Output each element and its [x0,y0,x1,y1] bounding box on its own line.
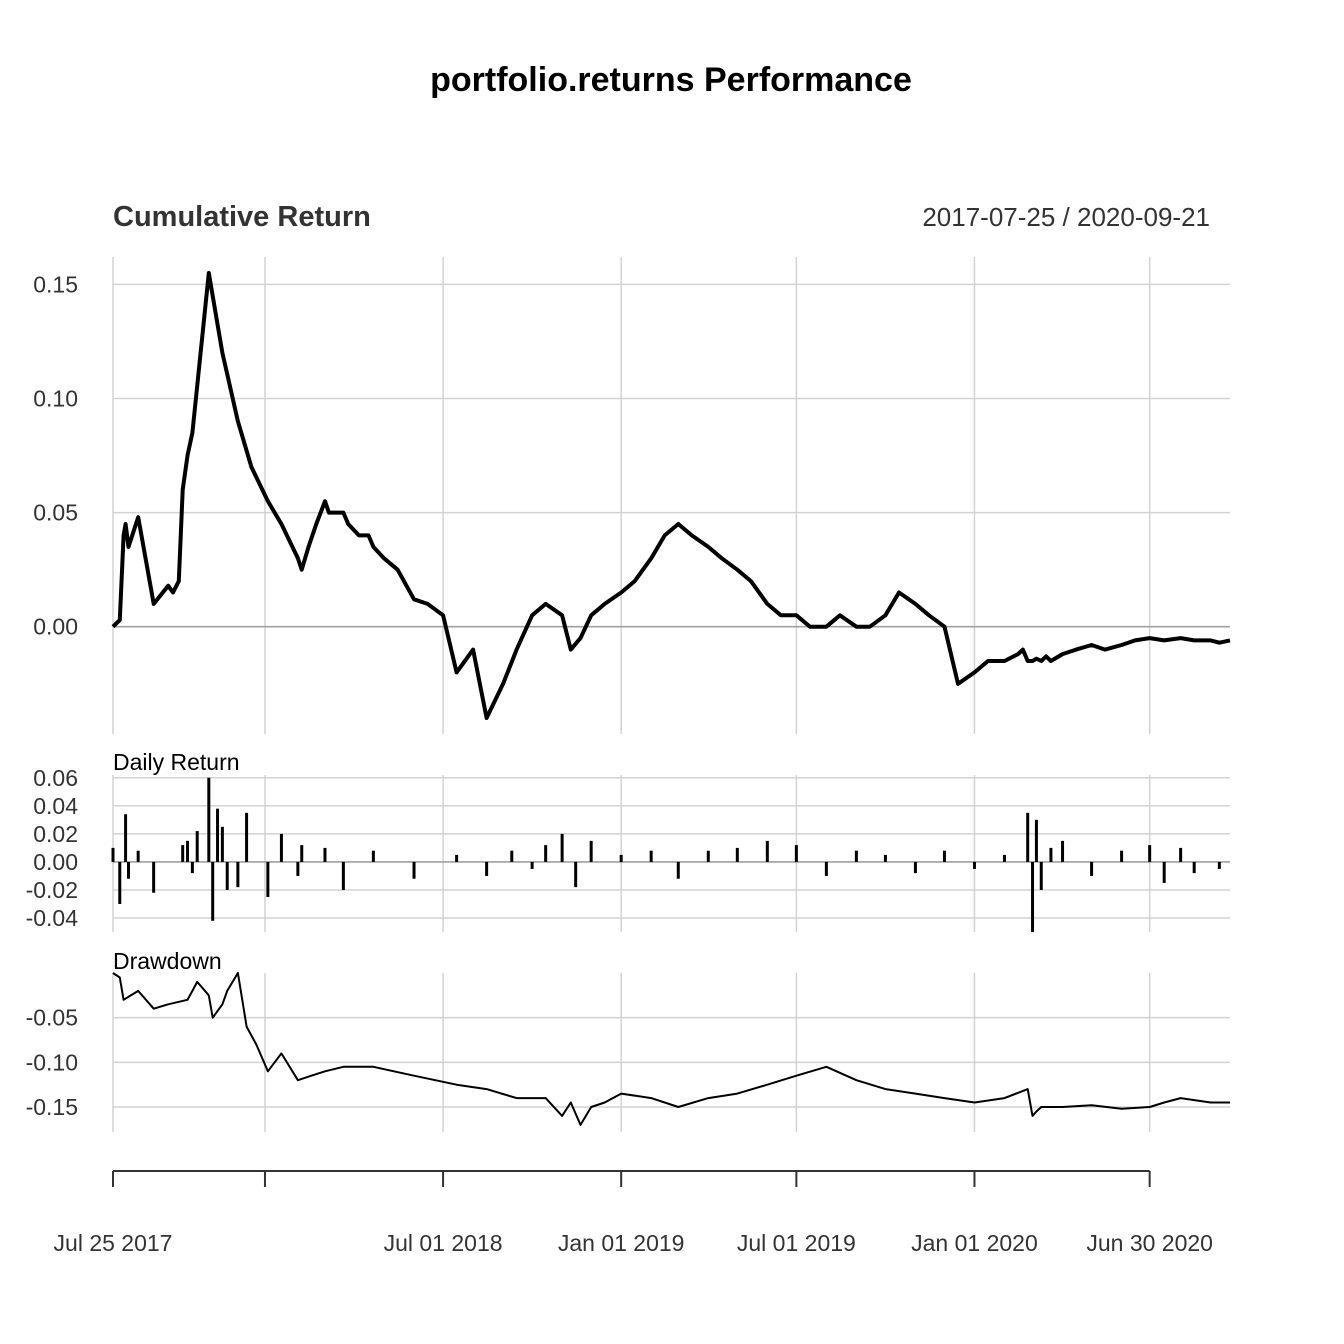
y-tick-label: -0.04 [26,905,79,931]
series-layer [111,271,1231,1126]
cumulative-return-title: Cumulative Return [113,201,371,233]
x-axis: Jul 25 2017 Jul 01 2018 Jan 01 2019 Jul 01 … [54,1170,1213,1256]
y-tick-label: -0.05 [26,1005,78,1031]
y-tick-label: 0.06 [33,765,78,791]
y-tick-label: 0.02 [33,821,78,847]
y-tick-label: 0.00 [33,849,78,875]
y-tick-label: 0.15 [33,271,78,297]
x-tick-label: Jan 01 2019 [558,1230,685,1256]
y-tick-label: -0.15 [26,1094,78,1120]
x-tick-label: Jun 30 2020 [1086,1230,1213,1256]
x-tick-label: Jul 01 2019 [737,1230,856,1256]
y-tick-label: 0.00 [33,614,78,640]
y-tick-label: -0.02 [26,877,78,903]
chart-title: portfolio.returns Performance [430,61,912,99]
y-tick-label: 0.05 [33,500,78,526]
x-tick-label: Jul 01 2018 [384,1230,503,1256]
x-tick-label: Jan 01 2020 [911,1230,1038,1256]
date-range-label: 2017-07-25 / 2020-09-21 [922,202,1210,232]
drawdown-label: Drawdown [113,948,222,974]
y-tick-label: -0.10 [26,1049,78,1075]
cumulative_return-line [111,271,1231,720]
grid-layer: 0.150.100.050.000.060.040.020.00-0.02-0.… [26,257,1230,1132]
y-tick-label: 0.04 [33,793,78,819]
drawdown-line [112,972,1230,1126]
x-tick-label: Jul 25 2017 [54,1230,173,1256]
daily-return-label: Daily Return [113,749,240,775]
y-tick-label: 0.10 [33,386,78,412]
